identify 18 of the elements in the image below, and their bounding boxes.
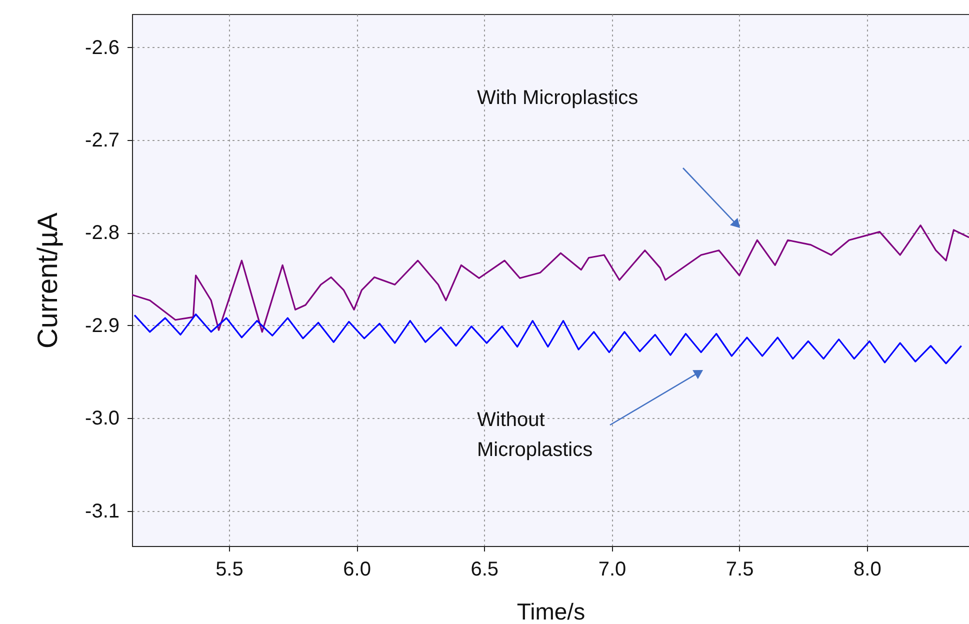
annotation: With Microplastics — [477, 87, 638, 109]
x-tick-label: 5.5 — [216, 558, 244, 580]
x-axis-title: Time/s — [516, 598, 586, 624]
y-tick-label: -2.9 — [85, 314, 120, 337]
line-series — [132, 224, 969, 333]
line-series — [134, 313, 962, 364]
y-tick-label: -3.0 — [85, 408, 120, 430]
annotation: Without Microplastics — [477, 409, 593, 461]
x-tick-label: 6.5 — [470, 558, 499, 580]
x-tick-label: 6.0 — [343, 558, 371, 580]
y-axis-title: Current/µA — [32, 212, 64, 348]
y-tick-label: -2.8 — [85, 222, 120, 244]
x-tick-label: 7.0 — [598, 558, 626, 580]
x-tick-label: 7.5 — [726, 558, 754, 580]
y-tick-label: -3.1 — [85, 500, 120, 522]
y-tick-label: -2.6 — [85, 36, 120, 59]
y-tick-label: -2.7 — [85, 130, 120, 152]
x-tick-label: 8.0 — [854, 558, 882, 580]
